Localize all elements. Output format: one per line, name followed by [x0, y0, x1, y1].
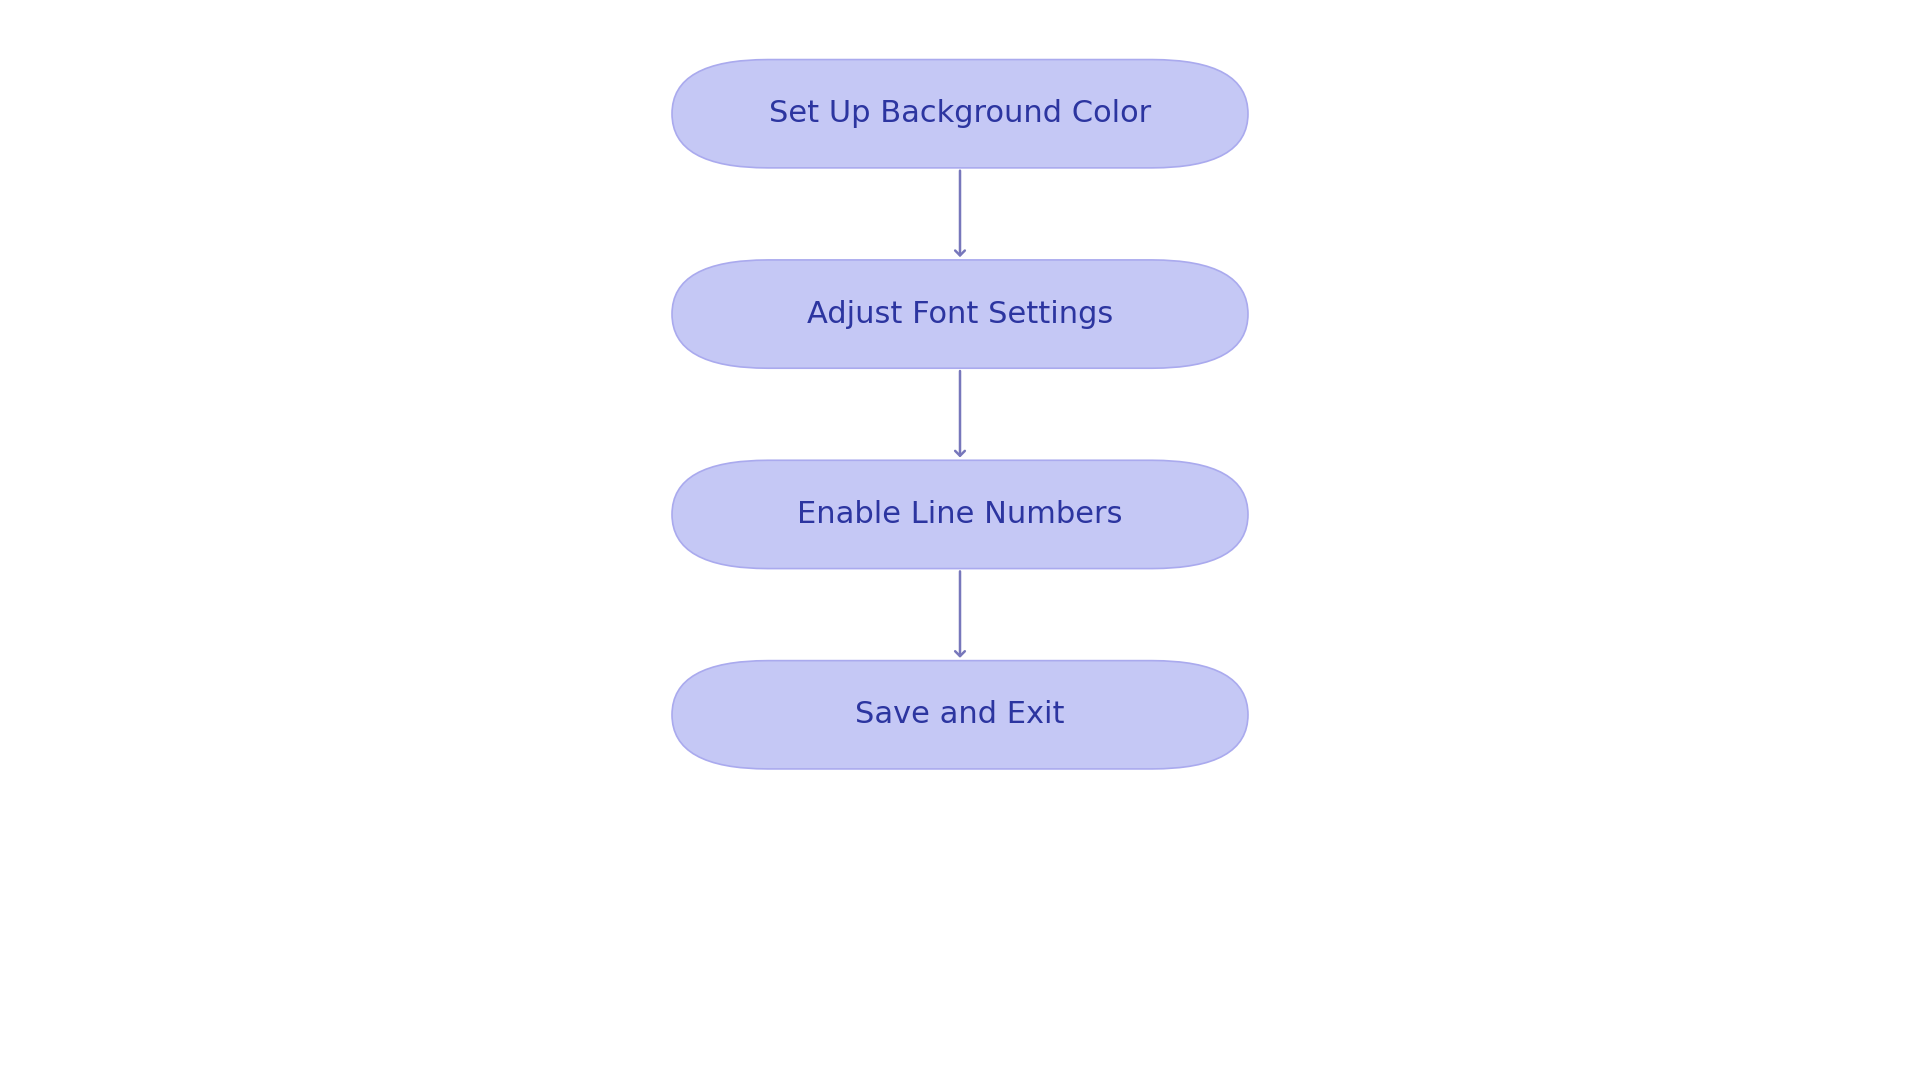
- FancyBboxPatch shape: [672, 661, 1248, 769]
- Text: Enable Line Numbers: Enable Line Numbers: [797, 500, 1123, 529]
- FancyBboxPatch shape: [672, 260, 1248, 368]
- FancyBboxPatch shape: [672, 460, 1248, 569]
- Text: Adjust Font Settings: Adjust Font Settings: [806, 300, 1114, 328]
- Text: Set Up Background Color: Set Up Background Color: [768, 100, 1152, 128]
- Text: Save and Exit: Save and Exit: [854, 701, 1066, 729]
- FancyBboxPatch shape: [672, 60, 1248, 168]
